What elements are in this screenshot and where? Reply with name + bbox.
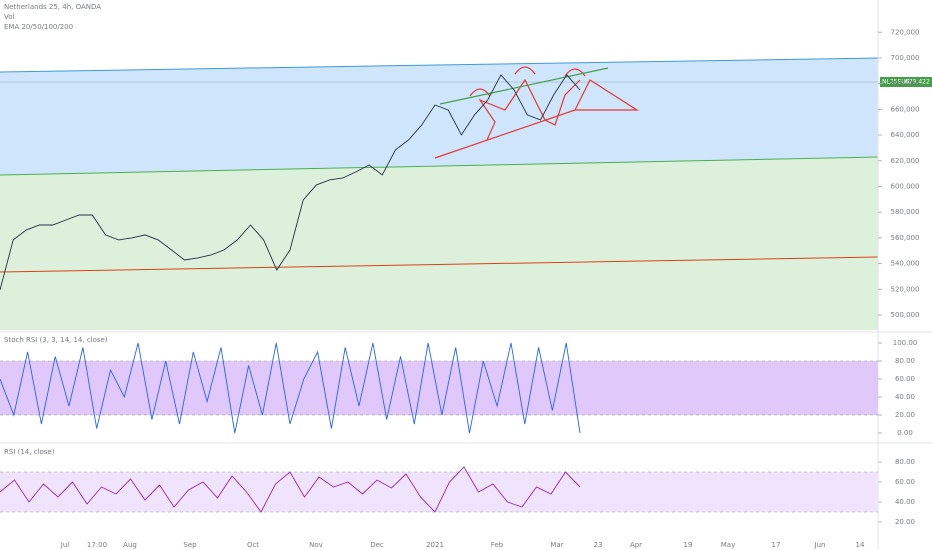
y-tick-label: 80.00 xyxy=(895,458,915,466)
y-tick-label: 20.00 xyxy=(895,518,915,526)
x-tick-label: Sep xyxy=(183,541,197,549)
x-tick-label: 19 xyxy=(684,541,693,549)
symbol-title: Netherlands 25, 4h, OANDA xyxy=(4,3,101,11)
stoch-title: Stoch RSI (3, 3, 14, 14, close) xyxy=(4,336,108,344)
band xyxy=(0,472,878,512)
y-tick-label: 560,000 xyxy=(891,234,920,242)
x-tick-label: Jun xyxy=(814,541,826,549)
y-tick-label: 540,000 xyxy=(891,260,920,268)
price-tag-price: 679.422 xyxy=(905,79,930,86)
rsi-title: RSI (14, close) xyxy=(4,448,55,456)
neckline xyxy=(439,67,609,105)
rsi-line xyxy=(0,466,581,513)
y-tick-label: 20.00 xyxy=(895,411,915,419)
x-tick-label: 23 xyxy=(594,541,603,549)
y-tick-label: 40.00 xyxy=(895,498,915,506)
ema-label: EMA 20/50/100/200 xyxy=(4,23,73,31)
x-tick-label: Apr xyxy=(630,541,642,549)
y-tick-label: 0.00 xyxy=(897,429,913,437)
y-tick-label: 700,000 xyxy=(891,54,920,62)
y-tick-label: 680,000 xyxy=(891,80,920,88)
y-tick-label: 720,000 xyxy=(891,28,920,36)
price-tag-symbol: NL25EUR xyxy=(882,79,910,86)
x-tick-label: Aug xyxy=(123,541,137,549)
y-tick-label: 580,000 xyxy=(891,208,920,216)
channel-top xyxy=(0,57,879,73)
y-tick-label: 40.00 xyxy=(895,393,915,401)
x-tick-label: 14 xyxy=(856,541,865,549)
price_chart-line xyxy=(0,74,581,291)
x-tick-label: May xyxy=(721,541,735,549)
y-tick-label: 500,000 xyxy=(891,311,920,319)
y-tick-label: 100.00 xyxy=(893,339,918,347)
x-tick-label: Oct xyxy=(247,541,259,549)
x-tick-label: Feb xyxy=(491,541,504,549)
x-tick-label: 17 xyxy=(772,541,781,549)
x-tick-label: Dec xyxy=(370,541,384,549)
y-tick-label: 600,000 xyxy=(891,182,920,190)
channel-mid xyxy=(0,156,879,176)
channel-lower xyxy=(0,157,878,330)
x-tick-label: 17:00 xyxy=(87,541,107,549)
y-tick-label: 620,000 xyxy=(891,157,920,165)
y-tick-label: 520,000 xyxy=(891,285,920,293)
volume-label: Vol xyxy=(4,13,15,21)
y-tick-label: 60.00 xyxy=(895,375,915,383)
x-tick-label: Nov xyxy=(309,541,323,549)
stoch-line xyxy=(0,342,581,434)
y-tick-label: 80.00 xyxy=(895,357,915,365)
y-tick-label: 660,000 xyxy=(891,105,920,113)
x-tick-label: 2021 xyxy=(426,541,444,549)
x-tick-label: Mar xyxy=(550,541,563,549)
channel-upper xyxy=(0,58,878,175)
price-tag-bg xyxy=(880,77,932,87)
pattern xyxy=(434,66,640,159)
y-tick-label: 60.00 xyxy=(895,478,915,486)
y-tick-label: 640,000 xyxy=(891,131,920,139)
channel-bottom xyxy=(0,256,879,273)
x-tick-label: Jul xyxy=(60,541,70,549)
